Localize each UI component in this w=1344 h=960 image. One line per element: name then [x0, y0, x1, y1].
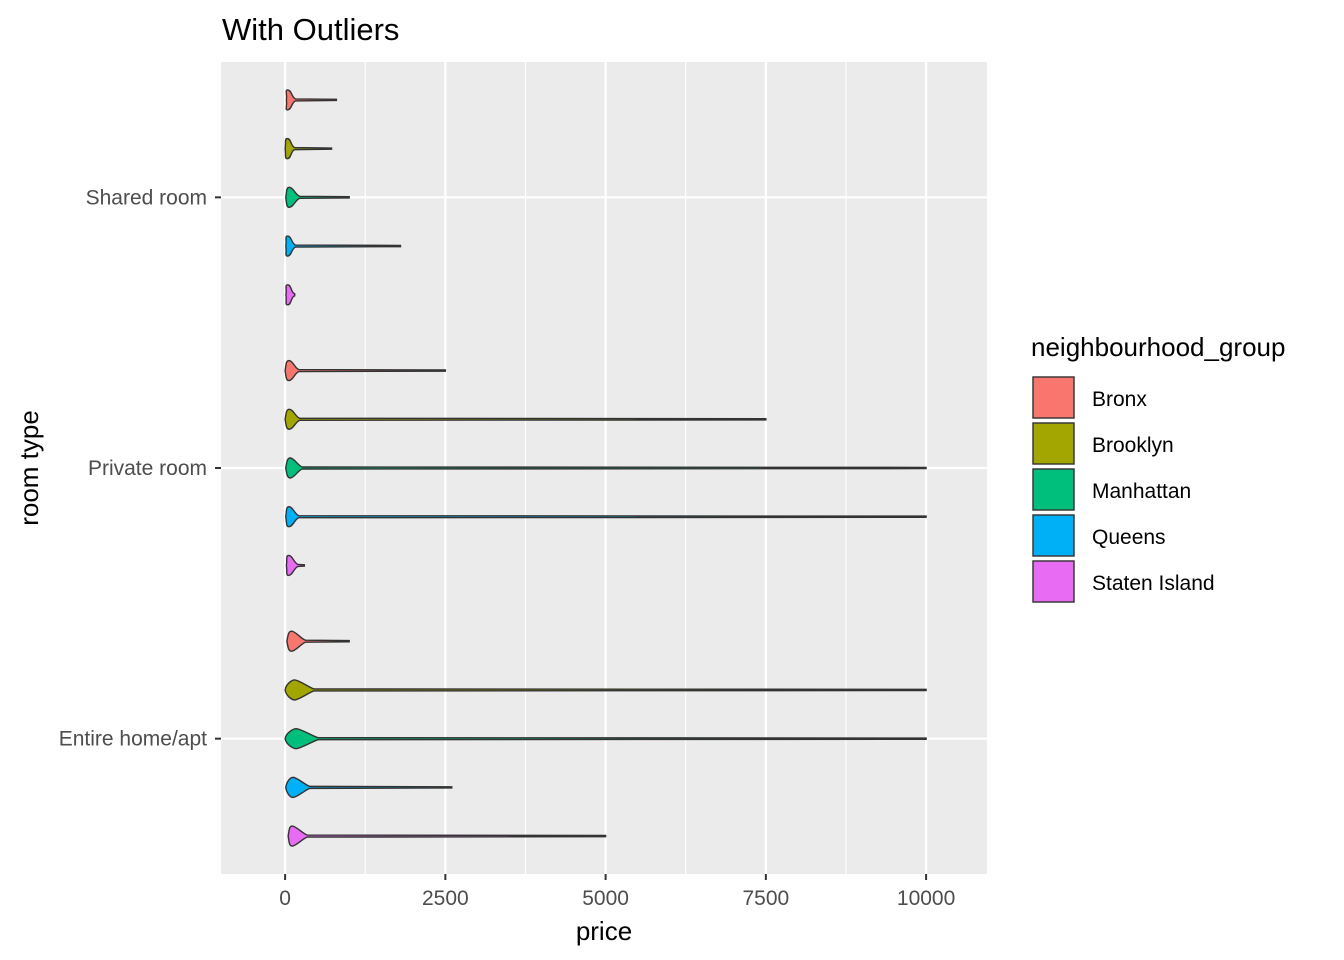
violin-queens-entire-home-apt	[285, 776, 453, 799]
violin-queens-private-room	[285, 506, 927, 528]
violin-queens-shared-room	[285, 235, 402, 257]
violin-staten-island-shared-room	[285, 284, 296, 306]
x-tick-label: 0	[279, 887, 291, 910]
legend-swatch	[1032, 422, 1075, 465]
violin-brooklyn-entire-home-apt	[284, 679, 927, 701]
violin-bronx-shared-room	[285, 89, 338, 111]
y-tick-label: Shared room	[86, 186, 207, 209]
legend-swatch	[1032, 468, 1075, 511]
violin-brooklyn-shared-room	[284, 137, 333, 160]
legend-swatch	[1032, 560, 1075, 603]
y-tick-label: Entire home/apt	[59, 728, 207, 751]
x-axis-title: price	[576, 916, 632, 946]
legend-swatch	[1032, 514, 1075, 557]
legend-label: Staten Island	[1092, 572, 1215, 595]
violin-manhattan-entire-home-apt	[284, 727, 927, 750]
legend-label: Queens	[1092, 526, 1166, 549]
violin-bronx-entire-home-apt	[286, 630, 350, 652]
violins	[284, 89, 927, 847]
x-tick-label: 7500	[742, 887, 789, 910]
plot-title: With Outliers	[222, 12, 399, 47]
violin-manhattan-shared-room	[285, 186, 350, 209]
violin-brooklyn-private-room	[284, 408, 767, 430]
y-axis-title: room type	[14, 410, 44, 526]
legend-title: neighbourhood_group	[1031, 332, 1285, 362]
x-axis: 0 2500 5000 7500 10000	[279, 874, 955, 910]
legend: neighbourhood_group Bronx Brooklyn Manhatt…	[1031, 332, 1285, 603]
violin-manhattan-private-room	[285, 457, 927, 479]
legend-label: Manhattan	[1092, 480, 1191, 503]
x-tick-label: 5000	[582, 887, 629, 910]
x-tick-label: 2500	[422, 887, 469, 910]
violin-staten-island-entire-home-apt	[287, 825, 607, 847]
y-axis: Entire home/apt Private room Shared room	[59, 186, 221, 751]
y-tick-label: Private room	[88, 457, 207, 480]
legend-label: Bronx	[1092, 388, 1147, 411]
violin-bronx-private-room	[284, 359, 447, 382]
violin-staten-island-private-room	[285, 554, 306, 577]
legend-swatch	[1032, 376, 1075, 419]
x-tick-label: 10000	[897, 887, 955, 910]
legend-label: Brooklyn	[1092, 434, 1174, 457]
